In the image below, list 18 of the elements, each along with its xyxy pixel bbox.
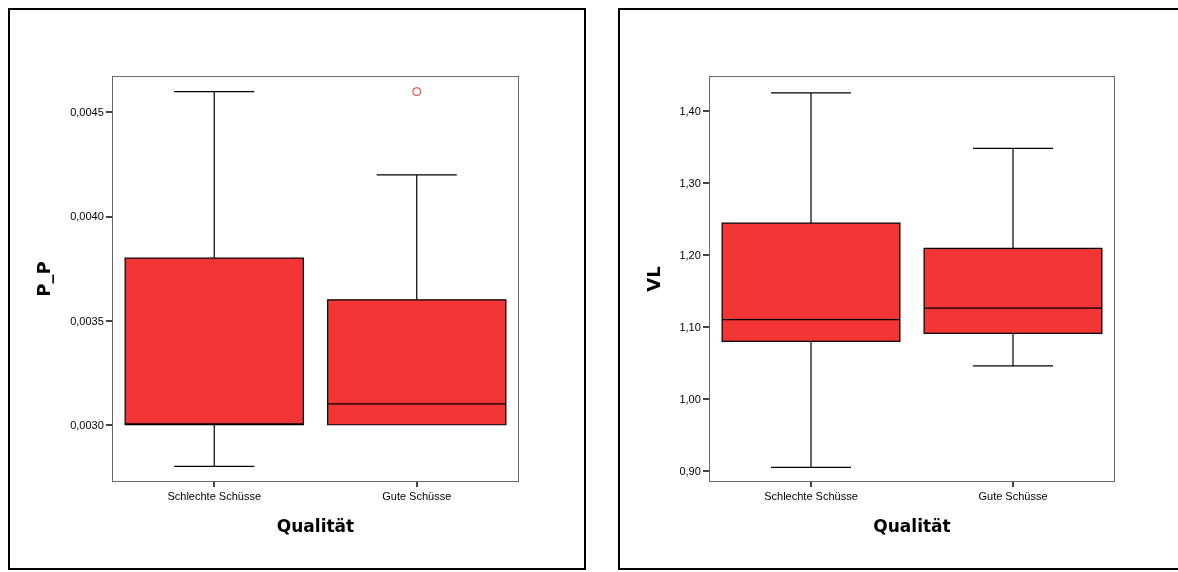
y-tick-label: 1,40 (679, 104, 701, 117)
y-tick-label: 1,00 (679, 392, 701, 405)
y-tick-label: 0,0040 (70, 210, 104, 223)
x-tick-label: Gute Schüsse (978, 490, 1048, 503)
x-tick-label: Gute Schüsse (382, 490, 452, 503)
x-axis-title: Qualität (276, 515, 355, 536)
y-tick-label: 1,10 (679, 320, 701, 333)
y-axis-title: P_P (33, 261, 55, 297)
y-tick-label: 0,90 (679, 464, 701, 477)
x-tick-label: Schlechte Schüsse (167, 490, 262, 503)
y-tick-label: 0,0035 (70, 314, 104, 327)
x-tick-label: Schlechte Schüsse (764, 490, 858, 503)
x-axis-title: Qualität (873, 515, 951, 536)
y-tick-label: 1,30 (679, 176, 701, 189)
y-axis-title: VL (642, 266, 664, 292)
y-tick-label: 1,20 (679, 248, 701, 261)
y-tick-label: 0,0045 (70, 106, 104, 119)
y-tick-label: 0,0030 (70, 418, 104, 431)
